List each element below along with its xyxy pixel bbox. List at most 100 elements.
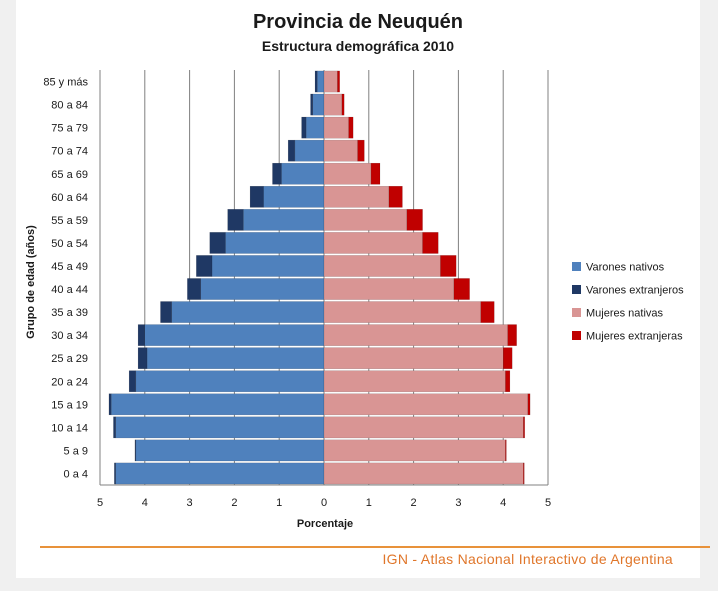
bar-varones-extranjeros: [137, 347, 148, 370]
bar-varones-extranjeros: [227, 209, 244, 231]
x-tick-label: 2: [231, 497, 237, 509]
bar-mujeres-nativas: [323, 93, 343, 116]
bar-varones-nativos: [263, 185, 325, 208]
bar-varones-extranjeros: [108, 393, 112, 416]
gridlines: [99, 70, 549, 486]
x-tick-label: 1: [366, 497, 372, 509]
bar-varones-extranjeros: [287, 139, 296, 162]
y-tick-labels: 85 y más 80 a 84 75 a 79 70 a 74 65 a 69 60 a…: [43, 77, 88, 481]
bar-mujeres-extranjeras: [503, 347, 513, 370]
x-tick-label: 3: [187, 497, 193, 509]
bar-mujeres-extranjeras: [527, 393, 531, 416]
chart-card: Provincia de Neuquén Estructura demográf…: [16, 0, 710, 578]
bar-varones-extranjeros: [310, 93, 313, 116]
bar-varones-nativos: [317, 70, 325, 93]
bar-mujeres-extranjeras: [523, 462, 525, 485]
y-tick-label: 70 a 74: [51, 146, 88, 158]
legend-swatch: [572, 331, 581, 340]
x-tick-label: 5: [97, 497, 103, 509]
bar-mujeres-extranjeras: [348, 116, 354, 139]
bar-mujeres-nativas: [323, 232, 423, 254]
bar-varones-nativos: [135, 439, 325, 462]
bar-mujeres-nativas: [323, 324, 508, 346]
y-tick-label: 40 a 44: [51, 284, 88, 296]
bar-mujeres-nativas: [323, 185, 390, 208]
bar-varones-extranjeros: [187, 278, 202, 300]
bar-varones-extranjeros: [137, 324, 146, 346]
bar-mujeres-nativas: [323, 255, 441, 277]
bar-varones-nativos: [305, 116, 325, 139]
bar-mujeres-extranjeras: [370, 162, 381, 185]
y-tick-label: 80 a 84: [51, 100, 88, 112]
bar-mujeres-extranjeras: [523, 416, 525, 439]
bar-mujeres-extranjeras: [453, 278, 470, 300]
bar-varones-extranjeros: [113, 416, 116, 439]
bar-varones-nativos: [225, 232, 325, 254]
y-tick-label: 5 a 9: [64, 445, 88, 457]
bar-varones-extranjeros: [134, 439, 137, 462]
bar-varones-extranjeros: [301, 116, 307, 139]
bar-mujeres-nativas: [323, 209, 408, 231]
bar-mujeres-nativas: [323, 347, 504, 370]
bar-varones-nativos: [281, 162, 325, 185]
y-axis-label: Grupo de edad (años): [25, 225, 37, 339]
population-pyramid-chart: Provincia de Neuquén Estructura demográf…: [25, 11, 684, 530]
bar-mujeres-extranjeras: [388, 185, 403, 208]
legend: Varones nativos Varones extranjeros Mujere…: [572, 262, 684, 343]
legend-label: Varones extranjeros: [586, 285, 684, 297]
x-tick-labels: 5 4 3 2 1 0 1 2 3 4 5: [97, 497, 551, 509]
x-tick-label: 1: [276, 497, 282, 509]
bar-varones-nativos: [211, 255, 325, 277]
bar-mujeres-extranjeras: [422, 232, 439, 254]
bar-mujeres-extranjeras: [337, 70, 340, 93]
y-tick-label: 60 a 64: [51, 192, 88, 204]
bar-mujeres-nativas: [323, 439, 506, 462]
y-tick-label: 35 a 39: [51, 307, 88, 319]
bar-varones-nativos: [171, 301, 325, 323]
bar-varones-nativos: [110, 393, 325, 416]
bar-varones-nativos: [294, 139, 325, 162]
bar-mujeres-extranjeras: [480, 301, 495, 323]
y-tick-label: 20 a 24: [51, 376, 88, 388]
bar-mujeres-extranjeras: [507, 324, 517, 346]
y-tick-label: 55 a 59: [51, 215, 88, 227]
y-tick-label: 10 a 14: [51, 422, 88, 434]
legend-label: Varones nativos: [586, 262, 665, 274]
bar-varones-extranjeros: [160, 301, 172, 323]
x-tick-label: 5: [545, 497, 551, 509]
x-tick-label: 0: [321, 497, 327, 509]
bar-varones-nativos: [135, 370, 325, 393]
bar-mujeres-extranjeras: [341, 93, 345, 116]
bar-varones-extranjeros: [314, 70, 318, 93]
chart-subtitle: Estructura demográfica 2010: [262, 38, 454, 54]
bar-mujeres-nativas: [323, 393, 529, 416]
bar-varones-nativos: [115, 416, 325, 439]
bar-mujeres-nativas: [323, 116, 349, 139]
bar-varones-nativos: [200, 278, 325, 300]
bar-mujeres-nativas: [323, 301, 482, 323]
x-tick-label: 2: [411, 497, 417, 509]
y-tick-label: 50 a 54: [51, 238, 88, 250]
bar-mujeres-nativas: [323, 416, 524, 439]
bar-mujeres-nativas: [323, 462, 524, 485]
footer-divider: [40, 546, 710, 548]
bar-varones-nativos: [144, 324, 325, 346]
bar-mujeres-extranjeras: [440, 255, 457, 277]
bar-varones-extranjeros: [196, 255, 213, 277]
bar-mujeres-extranjeras: [406, 209, 423, 231]
bar-varones-nativos: [146, 347, 325, 370]
bar-mujeres-nativas: [323, 278, 455, 300]
bar-mujeres-nativas: [323, 370, 506, 393]
y-tick-label: 45 a 49: [51, 261, 88, 273]
legend-label: Mujeres extranjeras: [586, 331, 683, 343]
legend-swatch: [572, 285, 581, 294]
y-tick-label: 75 a 79: [51, 123, 88, 135]
x-tick-label: 3: [455, 497, 461, 509]
y-tick-label: 30 a 34: [51, 330, 88, 342]
y-tick-label: 0 a 4: [64, 468, 88, 480]
y-tick-label: 65 a 69: [51, 169, 88, 181]
x-tick-label: 4: [142, 497, 148, 509]
y-tick-label: 25 a 29: [51, 353, 88, 365]
legend-swatch: [572, 262, 581, 271]
